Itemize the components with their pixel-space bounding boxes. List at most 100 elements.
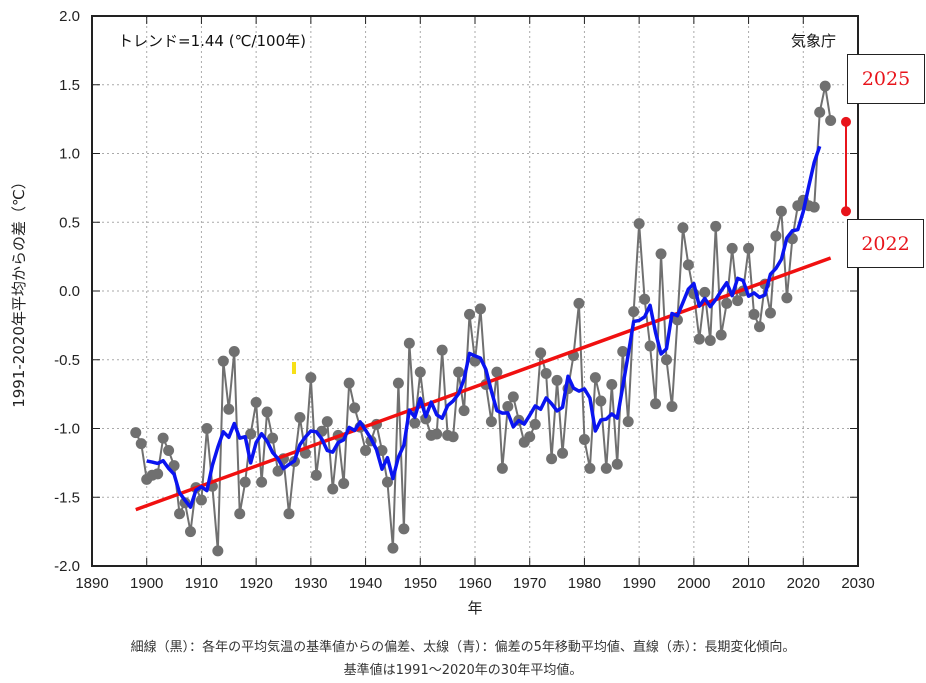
annual-point xyxy=(387,542,399,554)
x-tick-label: 2010 xyxy=(732,575,765,592)
annual-point xyxy=(223,403,235,415)
annual-point xyxy=(671,314,683,326)
x-tick-label: 1990 xyxy=(622,575,655,592)
annual-point xyxy=(381,476,393,488)
trend-label: トレンド=1.44 (℃/100年) xyxy=(118,32,306,50)
annual-point xyxy=(540,368,552,379)
moving-average-line xyxy=(146,145,822,509)
annual-point xyxy=(474,303,486,315)
series-moving-average xyxy=(146,145,822,509)
x-tick-label: 1920 xyxy=(239,575,272,592)
annual-point xyxy=(573,297,585,309)
yellow-mark xyxy=(292,362,296,374)
annual-point xyxy=(650,398,662,410)
x-tick-label: 1930 xyxy=(294,575,327,592)
y-tick-label: 1.5 xyxy=(59,77,80,94)
y-tick-label: 0.0 xyxy=(59,283,80,300)
y-tick-labels: 2.0 1.5 1.0 0.5 0.0 -0.5 -1.0 -1.5 -2.0 xyxy=(54,8,80,575)
annual-point xyxy=(343,377,355,389)
grid xyxy=(92,16,858,566)
annual-point xyxy=(398,523,410,535)
x-tick-label: 2030 xyxy=(841,575,874,592)
annual-point xyxy=(431,428,443,440)
annual-point xyxy=(228,346,240,357)
annotation-2025: 2025 xyxy=(847,54,925,104)
annual-point xyxy=(234,508,246,520)
series-trend xyxy=(135,256,832,512)
annual-point xyxy=(546,453,558,465)
annual-point xyxy=(584,462,596,474)
y-tick-label: -0.5 xyxy=(54,352,80,369)
annual-point xyxy=(195,494,207,506)
annual-point xyxy=(174,508,186,520)
annual-point xyxy=(310,469,322,481)
x-tick-label: 1900 xyxy=(130,575,163,592)
annual-point xyxy=(628,306,640,318)
annual-point xyxy=(600,462,612,474)
y-tick-label: -2.0 xyxy=(54,558,80,575)
annual-point xyxy=(693,333,705,345)
annual-point xyxy=(496,462,508,474)
highlight-top-dot xyxy=(841,116,851,127)
caption-line-2: 基準値は1991～2020年の30年平均値。 xyxy=(343,663,583,678)
annual-point xyxy=(557,447,569,459)
annual-point xyxy=(814,106,826,118)
annual-point xyxy=(639,293,651,305)
annual-point xyxy=(256,476,268,488)
annual-point xyxy=(622,416,634,428)
annual-point xyxy=(420,413,432,425)
annual-point xyxy=(754,321,766,333)
annual-point xyxy=(157,432,169,444)
annual-point xyxy=(409,417,421,429)
annual-point xyxy=(272,465,284,477)
x-tick-labels: 1890 1900 1910 1920 1930 1940 1950 1960 1970 1980… xyxy=(75,575,874,592)
trend-line xyxy=(135,256,832,512)
annual-point xyxy=(551,374,563,386)
annual-point xyxy=(775,205,787,217)
annual-point xyxy=(130,427,142,439)
annual-point xyxy=(135,438,147,450)
annual-point xyxy=(414,366,426,378)
annual-point xyxy=(764,307,776,319)
annual-point xyxy=(392,377,404,389)
annual-point xyxy=(666,401,678,412)
annual-point xyxy=(611,458,623,470)
annual-point xyxy=(677,222,689,234)
x-tick-label: 2000 xyxy=(677,575,710,592)
annual-point xyxy=(748,308,760,320)
caption-line-1: 細線（黒）：各年の平均気温の基準値からの偏差、太線（青）：偏差の5年移動平均値、… xyxy=(130,640,796,655)
annual-point xyxy=(502,401,514,412)
annual-point xyxy=(184,526,196,538)
annual-point xyxy=(589,372,601,384)
x-tick-label: 1940 xyxy=(349,575,382,592)
annual-point xyxy=(168,460,180,472)
annual-point xyxy=(655,248,667,260)
annual-point xyxy=(338,478,350,489)
annual-point xyxy=(261,406,273,418)
annual-point xyxy=(212,545,224,557)
annual-point xyxy=(699,286,711,298)
annual-point xyxy=(726,242,738,254)
annual-point xyxy=(644,340,656,352)
annual-point xyxy=(661,354,672,366)
annual-point xyxy=(349,402,361,414)
annual-point xyxy=(535,347,547,359)
annual-point xyxy=(507,391,519,403)
annual-point xyxy=(360,445,372,456)
annual-point xyxy=(403,337,415,349)
annual-point xyxy=(464,308,476,320)
x-tick-label: 2020 xyxy=(787,575,820,592)
annual-point xyxy=(781,292,793,304)
annual-point xyxy=(710,220,722,232)
annual-point xyxy=(732,295,744,307)
annual-point xyxy=(606,379,618,390)
y-tick-label: -1.0 xyxy=(54,421,80,438)
y-tick-label: 0.5 xyxy=(59,214,80,231)
y-tick-label: 1.0 xyxy=(59,146,80,163)
y-axis-title: 1991-2020年平均からの差（℃） xyxy=(10,174,28,408)
annual-point xyxy=(447,431,459,443)
annual-point xyxy=(578,434,590,445)
x-tick-label: 1960 xyxy=(458,575,491,592)
axis-ticks xyxy=(91,15,859,567)
annual-point xyxy=(283,508,295,520)
